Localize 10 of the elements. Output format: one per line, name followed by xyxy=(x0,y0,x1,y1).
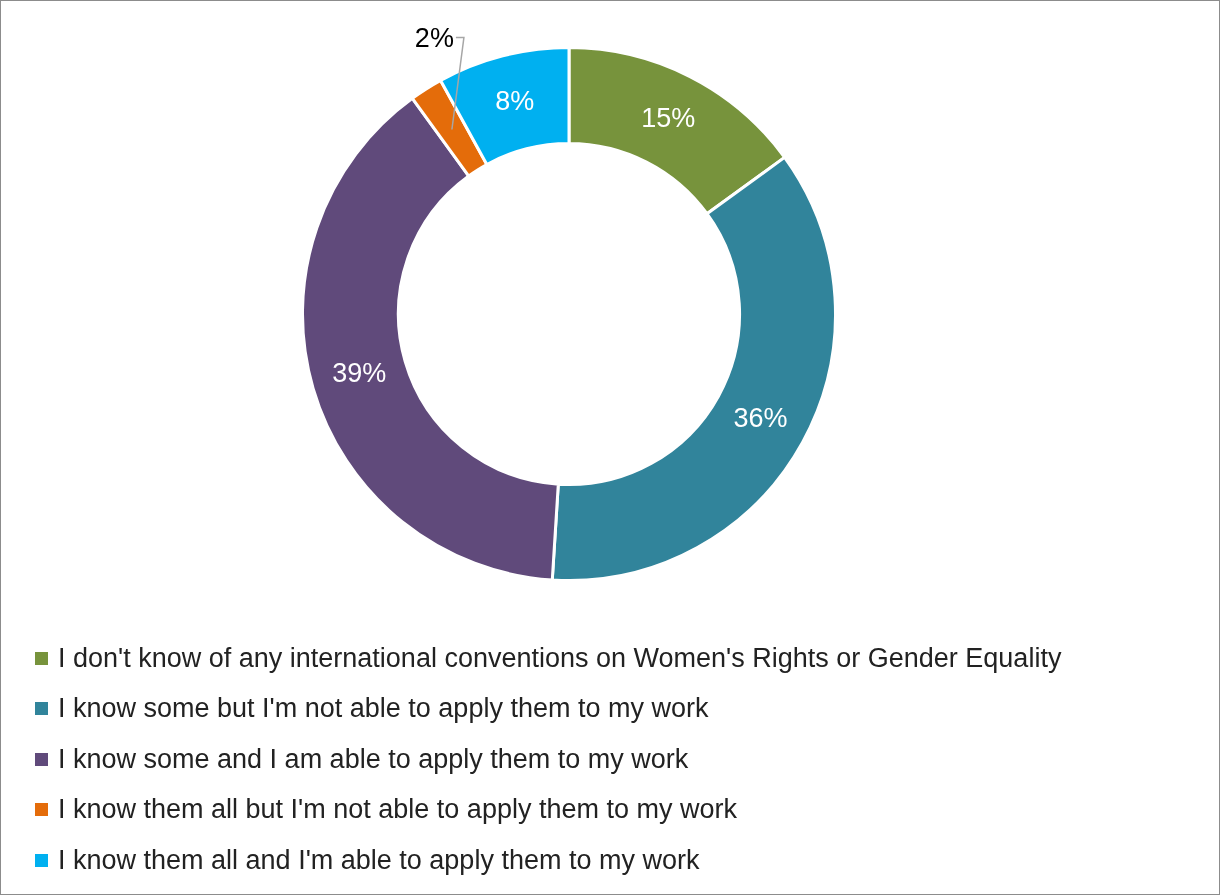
legend-label: I know them all but I'm not able to apply them to my work xyxy=(58,794,737,826)
data-label: 36% xyxy=(733,402,788,433)
data-label: 39% xyxy=(332,358,387,389)
legend-label: I know some and I am able to apply them to my work xyxy=(58,743,689,775)
data-label: 15% xyxy=(641,102,696,133)
legend-label: I know some but I'm not able to apply them to my work xyxy=(58,693,709,725)
data-label: 2% xyxy=(414,22,454,53)
data-label: 8% xyxy=(495,85,535,116)
legend-label: I know them all and I'm able to apply them to my work xyxy=(58,844,700,876)
legend-label: I don't know of any international conventions on Women's Rights or Gender Equality xyxy=(58,642,1062,674)
